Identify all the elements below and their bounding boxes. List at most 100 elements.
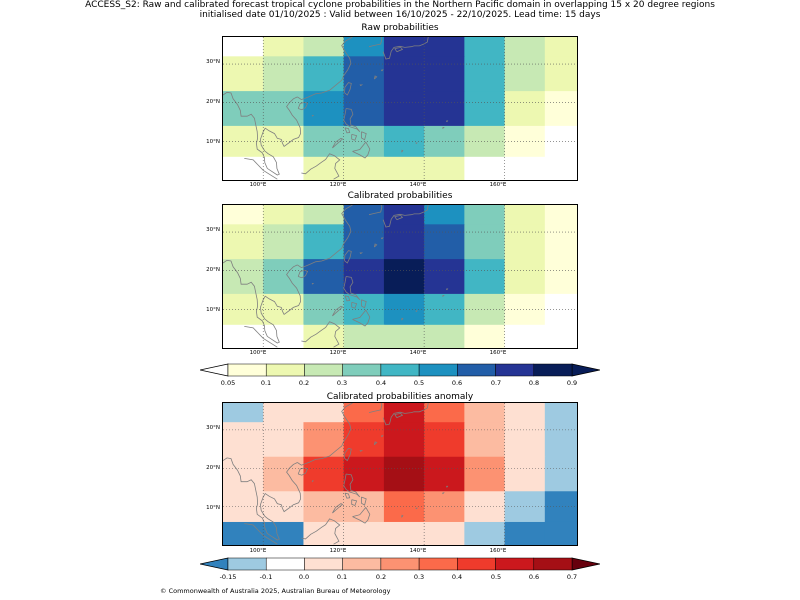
grid-cell	[424, 156, 465, 180]
grid-cell	[223, 224, 264, 260]
coastline	[401, 317, 404, 321]
grid-cell	[544, 293, 577, 326]
coastline	[373, 75, 378, 80]
grid-cell	[504, 521, 546, 545]
colorbar-swatch	[304, 363, 343, 377]
coastline	[359, 450, 364, 452]
grid-cell	[504, 37, 546, 57]
grid-cell	[263, 422, 304, 458]
coastline	[332, 305, 344, 317]
grid-cell	[544, 422, 577, 458]
lon-label-160e: 160°E	[489, 182, 507, 188]
coastline	[244, 326, 278, 348]
grid-cell	[303, 205, 345, 225]
colorbar-swatch	[457, 557, 496, 571]
grid-cell	[303, 456, 345, 492]
grid-cell	[303, 37, 345, 57]
coastline	[382, 205, 429, 228]
lon-label-140e: 140°E	[409, 182, 427, 188]
colorbar-swatch	[418, 363, 458, 377]
colorbar-tick: 0.4	[451, 573, 463, 581]
grid-cell	[383, 259, 425, 295]
grid-cell	[504, 491, 546, 523]
colorbar-tick: 0.0	[298, 573, 310, 581]
colorbar-swatch	[342, 557, 382, 571]
lon-label-120e: 120°E	[329, 350, 347, 356]
lat-label-20n: 20°N	[206, 267, 220, 273]
coastline	[343, 276, 361, 300]
grid-cell	[223, 37, 264, 57]
grid-cell	[544, 56, 577, 92]
grid-cell	[464, 37, 506, 57]
coastline	[382, 403, 429, 426]
grid-cell	[263, 37, 304, 57]
grid-cell	[504, 422, 546, 458]
grid-cell	[303, 403, 345, 423]
coastline	[415, 507, 418, 510]
figure-title: ACCESS_S2: Raw and calibrated forecast t…	[85, 0, 715, 10]
lat-label-10n: 10°N	[206, 139, 220, 145]
grid-cell	[504, 293, 546, 326]
lat-label-10n: 10°N	[206, 307, 220, 313]
grid-cell	[263, 56, 304, 92]
coastline	[223, 457, 302, 541]
coastline	[359, 252, 364, 255]
coastline	[401, 514, 404, 518]
coastline	[361, 496, 367, 506]
coastline	[415, 142, 418, 144]
colorbar-tick: 0.2	[375, 573, 387, 581]
coastline	[361, 131, 367, 141]
colorbar-tick: 0.3	[336, 379, 348, 387]
colorbar-tick: 0.9	[566, 379, 578, 387]
grid-cell	[303, 324, 345, 348]
coastline	[344, 295, 351, 302]
colorbar-swatch	[495, 363, 535, 377]
grid-cell	[464, 259, 506, 295]
grid-cell	[424, 521, 465, 545]
colorbar-tick: 0.7	[490, 379, 502, 387]
colorbar-tick: 0.1	[336, 573, 348, 581]
grid-cell	[424, 422, 465, 458]
lon-label-160e: 160°E	[489, 350, 507, 356]
colorbar-tick: 0.6	[528, 573, 540, 581]
coastline	[301, 153, 341, 180]
lon-label-120e: 120°E	[329, 182, 347, 188]
coastline	[343, 473, 361, 498]
colorbar-tick: 0.3	[413, 573, 425, 581]
lat-label-20n: 20°N	[206, 465, 220, 471]
coastline	[344, 447, 352, 462]
grid-cell	[343, 422, 385, 458]
coastline	[442, 295, 445, 297]
colorbar-tick: -0.1	[259, 573, 273, 581]
colorbar-swatch	[227, 557, 267, 571]
grid-cell	[223, 403, 264, 423]
colorbar-swatch	[342, 363, 382, 377]
grid-cell	[544, 521, 577, 545]
grid-cell	[263, 403, 304, 423]
colorbar-under-arrow	[200, 363, 229, 377]
grid-cell	[263, 456, 304, 492]
anomaly-panel-title: Calibrated probabilities anomaly	[326, 392, 474, 402]
lon-label-100e: 100°E	[249, 182, 267, 188]
colorbar-tick: 0.5	[490, 573, 502, 581]
grid-cell	[263, 156, 304, 180]
grid-cell	[544, 491, 577, 523]
coastline	[352, 309, 371, 327]
grid-cell	[544, 403, 577, 423]
grid-cell	[223, 521, 264, 545]
lon-label-140e: 140°E	[409, 548, 427, 554]
grid-cell	[424, 56, 465, 92]
colorbar-under-arrow	[200, 557, 229, 571]
lat-label-20n: 20°N	[206, 99, 220, 105]
grid-cell	[263, 259, 304, 295]
grid-cell	[464, 205, 506, 225]
coastline	[244, 158, 278, 180]
colorbar-tick: 0.05	[220, 379, 236, 387]
colorbar-swatch	[418, 557, 458, 571]
coastline	[380, 434, 384, 438]
coastline	[351, 302, 358, 309]
anomaly-colorbar	[200, 557, 600, 571]
figure-subtitle: initialised date 01/10/2025 : Valid betw…	[199, 10, 601, 20]
colorbar-swatch	[227, 363, 267, 377]
grid-cell	[223, 205, 264, 225]
